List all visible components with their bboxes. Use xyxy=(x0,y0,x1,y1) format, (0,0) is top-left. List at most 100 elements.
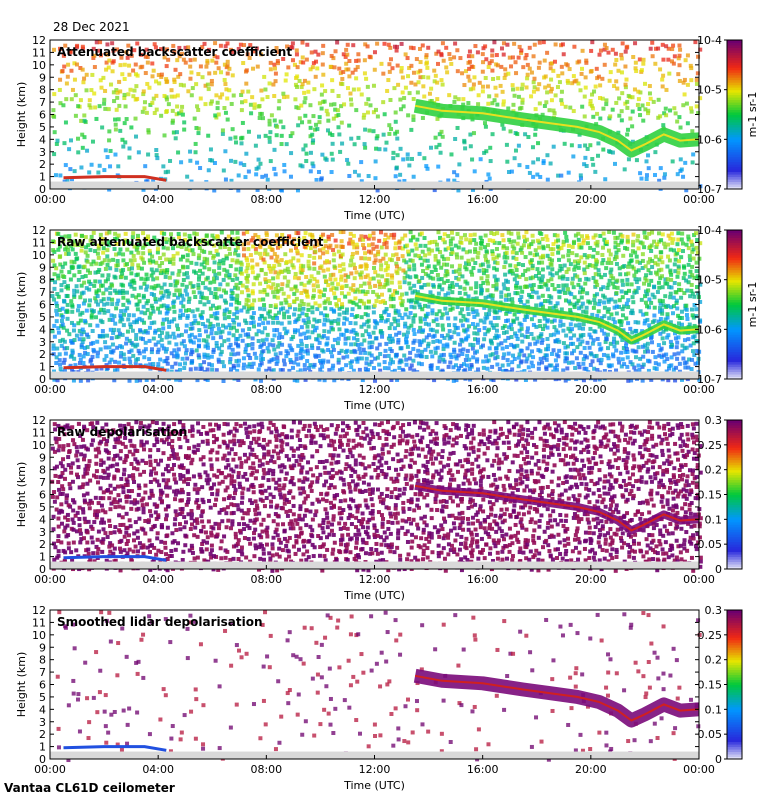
x-tick-label: 20:00 xyxy=(575,763,607,776)
colorbar-tick-label: 0.25 xyxy=(698,629,723,642)
colorbar: 10-7 10-6 10-5 10-4 m-1 sr-1 xyxy=(697,34,759,196)
x-tick-label: 04:00 xyxy=(142,383,174,396)
x-axis-label: Time (UTC) xyxy=(343,399,405,412)
colorbar-tick-label: 0.25 xyxy=(698,439,723,452)
panel-title: Raw depolarisation xyxy=(57,425,187,439)
plot-background xyxy=(50,40,699,189)
x-tick-label: 16:00 xyxy=(467,763,499,776)
y-axis-label: Height (km) xyxy=(15,272,28,338)
panel-2: Raw attenuated backscatter coefficient01… xyxy=(15,224,759,412)
x-tick-label: 00:00 xyxy=(34,193,66,206)
colorbar-tick-label: 0.15 xyxy=(698,489,723,502)
x-tick-label: 00:00 xyxy=(34,573,66,586)
y-tick-label: 1 xyxy=(39,361,46,374)
colorbar-tick-label: 10-5 xyxy=(697,84,722,97)
x-tick-label: 00:00 xyxy=(683,573,715,586)
colorbar-tick-label: 10-6 xyxy=(697,323,722,336)
x-tick-label: 00:00 xyxy=(34,383,66,396)
y-axis-label: Height (km) xyxy=(15,82,28,148)
low-aerosol-layer xyxy=(63,175,167,182)
x-tick-label: 00:00 xyxy=(683,193,715,206)
backscatter-texture xyxy=(51,40,703,193)
y-tick-label: 10 xyxy=(32,629,46,642)
colorbar-frame xyxy=(726,39,743,190)
colorbar-tick-label: 0.05 xyxy=(698,538,723,551)
colorbar-unit: m-1 sr-1 xyxy=(746,92,759,138)
y-tick-label: 9 xyxy=(39,261,46,274)
y-tick-label: 11 xyxy=(32,426,46,439)
y-tick-label: 3 xyxy=(39,146,46,159)
low-aerosol-layer xyxy=(63,365,167,372)
colorbar-tick-label: 0.05 xyxy=(698,728,723,741)
y-tick-label: 8 xyxy=(39,84,46,97)
cloud-layer-core xyxy=(414,484,700,532)
x-tick-label: 12:00 xyxy=(359,573,391,586)
x-tick-label: 16:00 xyxy=(467,573,499,586)
panel-1: Attenuated backscatter coefficient012345… xyxy=(15,34,759,222)
date-label: 28 Dec 2021 xyxy=(53,20,130,34)
x-tick-label: 12:00 xyxy=(359,763,391,776)
x-tick-label: 12:00 xyxy=(359,193,391,206)
cloud-layer-core xyxy=(414,674,700,722)
y-tick-label: 5 xyxy=(39,311,46,324)
panel-4: Smoothed lidar depolarisation01234567891… xyxy=(15,604,743,792)
colorbar-unit: m-1 sr-1 xyxy=(746,282,759,328)
y-tick-label: 12 xyxy=(32,34,46,47)
y-tick-label: 3 xyxy=(39,716,46,729)
colorbar-tick-label: 10-4 xyxy=(697,34,722,47)
x-tick-label: 16:00 xyxy=(467,193,499,206)
x-tick-label: 16:00 xyxy=(467,383,499,396)
x-tick-label: 12:00 xyxy=(359,383,391,396)
x-tick-label: 20:00 xyxy=(575,193,607,206)
colorbar-tick-label: 0.2 xyxy=(705,464,723,477)
y-tick-label: 7 xyxy=(39,96,46,109)
colorbar: 10-7 10-6 10-5 10-4 m-1 sr-1 xyxy=(697,224,759,386)
low-aerosol-layer xyxy=(63,745,167,752)
y-tick-label: 6 xyxy=(39,299,46,312)
colorbar-tick-label: 0 xyxy=(715,563,722,576)
colorbar-tick-label: 0.15 xyxy=(698,679,723,692)
y-tick-label: 8 xyxy=(39,464,46,477)
y-tick-label: 9 xyxy=(39,641,46,654)
y-axis-label: Height (km) xyxy=(15,652,28,718)
y-tick-label: 1 xyxy=(39,551,46,564)
y-tick-label: 11 xyxy=(32,236,46,249)
y-tick-label: 11 xyxy=(32,46,46,59)
panel-title: Raw attenuated backscatter coefficient xyxy=(57,235,324,249)
y-tick-label: 7 xyxy=(39,286,46,299)
panel-3: Raw depolarisation0123456789101112Height… xyxy=(15,414,743,602)
y-tick-label: 5 xyxy=(39,691,46,704)
y-tick-label: 4 xyxy=(39,133,46,146)
x-axis-label: Time (UTC) xyxy=(343,779,405,792)
colorbar-tick-label: 10-5 xyxy=(697,274,722,287)
colorbar-tick-label: 0.1 xyxy=(705,703,723,716)
y-tick-label: 0 xyxy=(39,183,46,196)
y-tick-label: 9 xyxy=(39,71,46,84)
colorbar-tick-label: 10-7 xyxy=(697,373,722,386)
colorbar: 0 0.05 0.1 0.15 0.2 0.25 0.3 xyxy=(698,414,743,576)
colorbar: 0 0.05 0.1 0.15 0.2 0.25 0.3 xyxy=(698,604,743,766)
y-tick-label: 10 xyxy=(32,59,46,72)
y-tick-label: 4 xyxy=(39,323,46,336)
colorbar-tick-label: 0.1 xyxy=(705,513,723,526)
y-tick-label: 7 xyxy=(39,476,46,489)
y-tick-label: 8 xyxy=(39,654,46,667)
x-axis-label: Time (UTC) xyxy=(343,209,405,222)
y-tick-label: 1 xyxy=(39,741,46,754)
x-tick-label: 08:00 xyxy=(250,573,282,586)
x-tick-label: 04:00 xyxy=(142,763,174,776)
x-tick-label: 20:00 xyxy=(575,573,607,586)
y-tick-label: 11 xyxy=(32,616,46,629)
colorbar-tick-label: 10-7 xyxy=(697,183,722,196)
y-tick-label: 12 xyxy=(32,604,46,617)
y-tick-label: 2 xyxy=(39,348,46,361)
x-tick-label: 00:00 xyxy=(683,383,715,396)
y-tick-label: 1 xyxy=(39,171,46,184)
low-aerosol-layer xyxy=(63,555,167,562)
panel-title: Attenuated backscatter coefficient xyxy=(57,45,292,59)
y-tick-label: 2 xyxy=(39,538,46,551)
y-tick-label: 2 xyxy=(39,158,46,171)
y-tick-label: 0 xyxy=(39,373,46,386)
y-tick-label: 6 xyxy=(39,489,46,502)
x-tick-label: 08:00 xyxy=(250,383,282,396)
